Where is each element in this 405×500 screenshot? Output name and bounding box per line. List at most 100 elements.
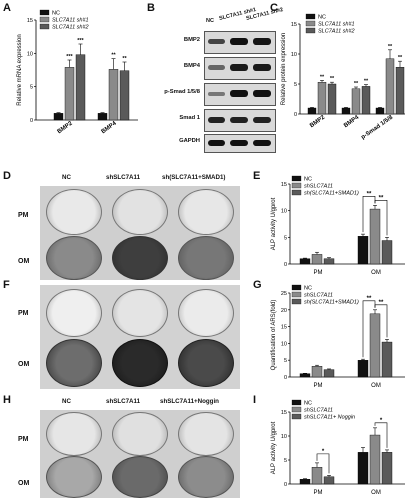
dish-well xyxy=(46,412,102,456)
y-tick-label: 20 xyxy=(281,308,287,314)
dish-plate-h xyxy=(40,410,240,498)
legend-swatch xyxy=(39,16,50,23)
bar xyxy=(311,366,323,378)
y-tick-label: 5 xyxy=(284,358,287,364)
y-tick-label: 0 xyxy=(30,118,33,124)
dish-well xyxy=(112,189,168,235)
legend-label: NC xyxy=(304,177,312,183)
legend-swatch xyxy=(291,284,302,291)
wb-strip-smad1 xyxy=(204,109,276,132)
panel-letter-e: E xyxy=(253,170,261,182)
legend-label: NC xyxy=(304,286,312,292)
legend-label: shSLC7A11 xyxy=(304,408,333,414)
legend-label: shSLC7A11+ Noggin xyxy=(304,415,355,421)
dish-well xyxy=(112,289,168,337)
x-category-label: PM xyxy=(314,270,323,276)
bar xyxy=(323,369,335,378)
bar xyxy=(351,88,361,115)
dish-col-label-nc: NC xyxy=(62,398,71,405)
legend-label: sh(SLC7A11+SMAD1) xyxy=(304,300,359,306)
y-tick-label: 5 xyxy=(294,82,297,88)
dish-well xyxy=(178,456,234,498)
bar xyxy=(75,54,86,121)
bar xyxy=(381,452,393,485)
bar xyxy=(395,66,405,115)
significance-label: * xyxy=(322,449,325,455)
dish-plate-d xyxy=(40,186,240,280)
dish-row-label-om: OM xyxy=(18,480,30,487)
y-tick-label: 15 xyxy=(281,182,287,188)
legend-label: sh(SLC7A11+SMAD1) xyxy=(304,191,359,197)
y-tick-label: 0 xyxy=(294,112,297,118)
bar xyxy=(369,208,381,265)
bar xyxy=(385,58,395,115)
dish-well xyxy=(178,339,234,387)
bar xyxy=(375,107,385,115)
panel-letter-a: A xyxy=(3,2,11,14)
bar xyxy=(357,452,369,485)
y-tick-label: 10 xyxy=(27,51,33,57)
legend-label: NC xyxy=(304,401,312,407)
chart-a: 0 5 10 15 Relative mRNA expression *** *** BMP2… xyxy=(17,9,138,135)
bar xyxy=(119,70,130,121)
legend-label: SLC7A11 sh#1 xyxy=(52,18,89,24)
dish-plate-f xyxy=(40,285,240,389)
y-axis-label: Quantification of ARS(fold) xyxy=(271,300,277,371)
bar xyxy=(53,113,64,121)
western-blot: NC SLC7A11 sh#1 SLC7A11 sh#2 BMP2 BMP4 p… xyxy=(150,7,284,160)
y-tick-label: 10 xyxy=(291,52,297,58)
panel-letter-d: D xyxy=(3,170,11,182)
x-category-label: BMP4 xyxy=(343,114,361,129)
significance-label: *** xyxy=(77,38,84,44)
x-category-label: p-Smad 1/5/8 xyxy=(360,114,394,141)
x-category-label: OM xyxy=(371,383,381,389)
legend-swatch xyxy=(39,23,50,30)
x-category-label: OM xyxy=(371,270,381,276)
bar xyxy=(323,476,335,485)
significance-label: ** xyxy=(354,81,359,87)
legend-swatch xyxy=(291,291,302,298)
wb-strip-bmp4 xyxy=(204,57,276,80)
legend-swatch xyxy=(305,27,316,34)
x-category-label: OM xyxy=(371,490,381,496)
y-axis-label: ALP activity U/gprot xyxy=(271,197,277,250)
x-category-label: BMP4 xyxy=(101,120,119,135)
y-axis-label: Relative mRNA expression xyxy=(17,34,23,105)
bar xyxy=(307,107,317,115)
y-axis-label: Relative protein expression xyxy=(281,33,287,105)
chart-e: 0 5 10 15 ALP activity U/gprot PM OM ** ** NCshSL… xyxy=(271,175,405,276)
bar xyxy=(299,373,311,378)
bar xyxy=(361,86,371,115)
y-tick-label: 5 xyxy=(284,235,287,241)
dish-col-label-shsmad: sh(SLC7A11+SMAD1) xyxy=(162,174,226,181)
legend-label: SLC7A11 sh#1 xyxy=(318,22,355,28)
significance-label: ** xyxy=(330,76,335,82)
significance-label: ** xyxy=(398,55,403,61)
wb-strip-bmp2 xyxy=(204,31,276,54)
bar xyxy=(311,254,323,265)
dish-col-label-sh: shSLC7A11 xyxy=(106,174,141,181)
y-tick-label: 5 xyxy=(284,458,287,464)
dish-row-label-om: OM xyxy=(18,258,30,265)
bar xyxy=(369,313,381,378)
significance-bracket xyxy=(374,304,388,338)
dish-well xyxy=(46,289,102,337)
legend-swatch xyxy=(291,399,302,406)
significance-label: *** xyxy=(66,54,73,60)
dish-well xyxy=(112,339,168,387)
legend-swatch xyxy=(291,298,302,305)
dish-well xyxy=(46,236,102,280)
dish-panel-d: NC shSLC7A11 sh(SLC7A11+SMAD1) PM OM xyxy=(10,172,250,280)
significance-label: ** xyxy=(367,191,372,197)
bar xyxy=(299,478,311,485)
dish-well xyxy=(46,189,102,235)
panel-letter-c: C xyxy=(270,2,278,14)
wb-strip-gapdh xyxy=(204,134,276,153)
chart-g: 0 5 10 15 20 25 Quantification of ARS(fold) PM O… xyxy=(271,284,405,389)
panel-letter-g: G xyxy=(253,279,262,291)
y-tick-label: 0 xyxy=(284,262,287,268)
legend-label: SLC7A11 sh#2 xyxy=(52,25,89,31)
panel-letter-b: B xyxy=(147,2,155,14)
legend-label: shSLC7A11 xyxy=(304,184,333,190)
significance-label: * xyxy=(380,418,383,424)
